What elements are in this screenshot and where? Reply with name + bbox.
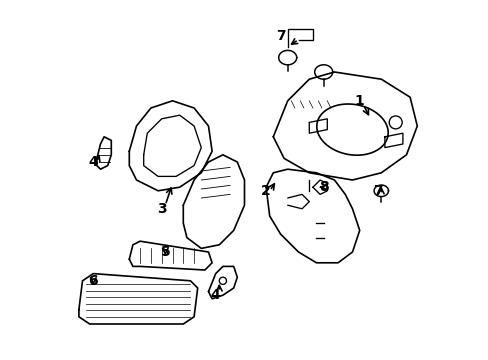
Text: 3: 3 <box>157 202 166 216</box>
Text: 7: 7 <box>275 29 285 43</box>
Text: 5: 5 <box>160 245 170 259</box>
Text: 1: 1 <box>354 94 364 108</box>
Text: 4: 4 <box>210 288 220 302</box>
Text: 8: 8 <box>318 180 328 194</box>
Text: 2: 2 <box>261 184 270 198</box>
Text: 6: 6 <box>88 274 98 288</box>
Text: 4: 4 <box>88 155 98 169</box>
Text: 7: 7 <box>372 184 382 198</box>
